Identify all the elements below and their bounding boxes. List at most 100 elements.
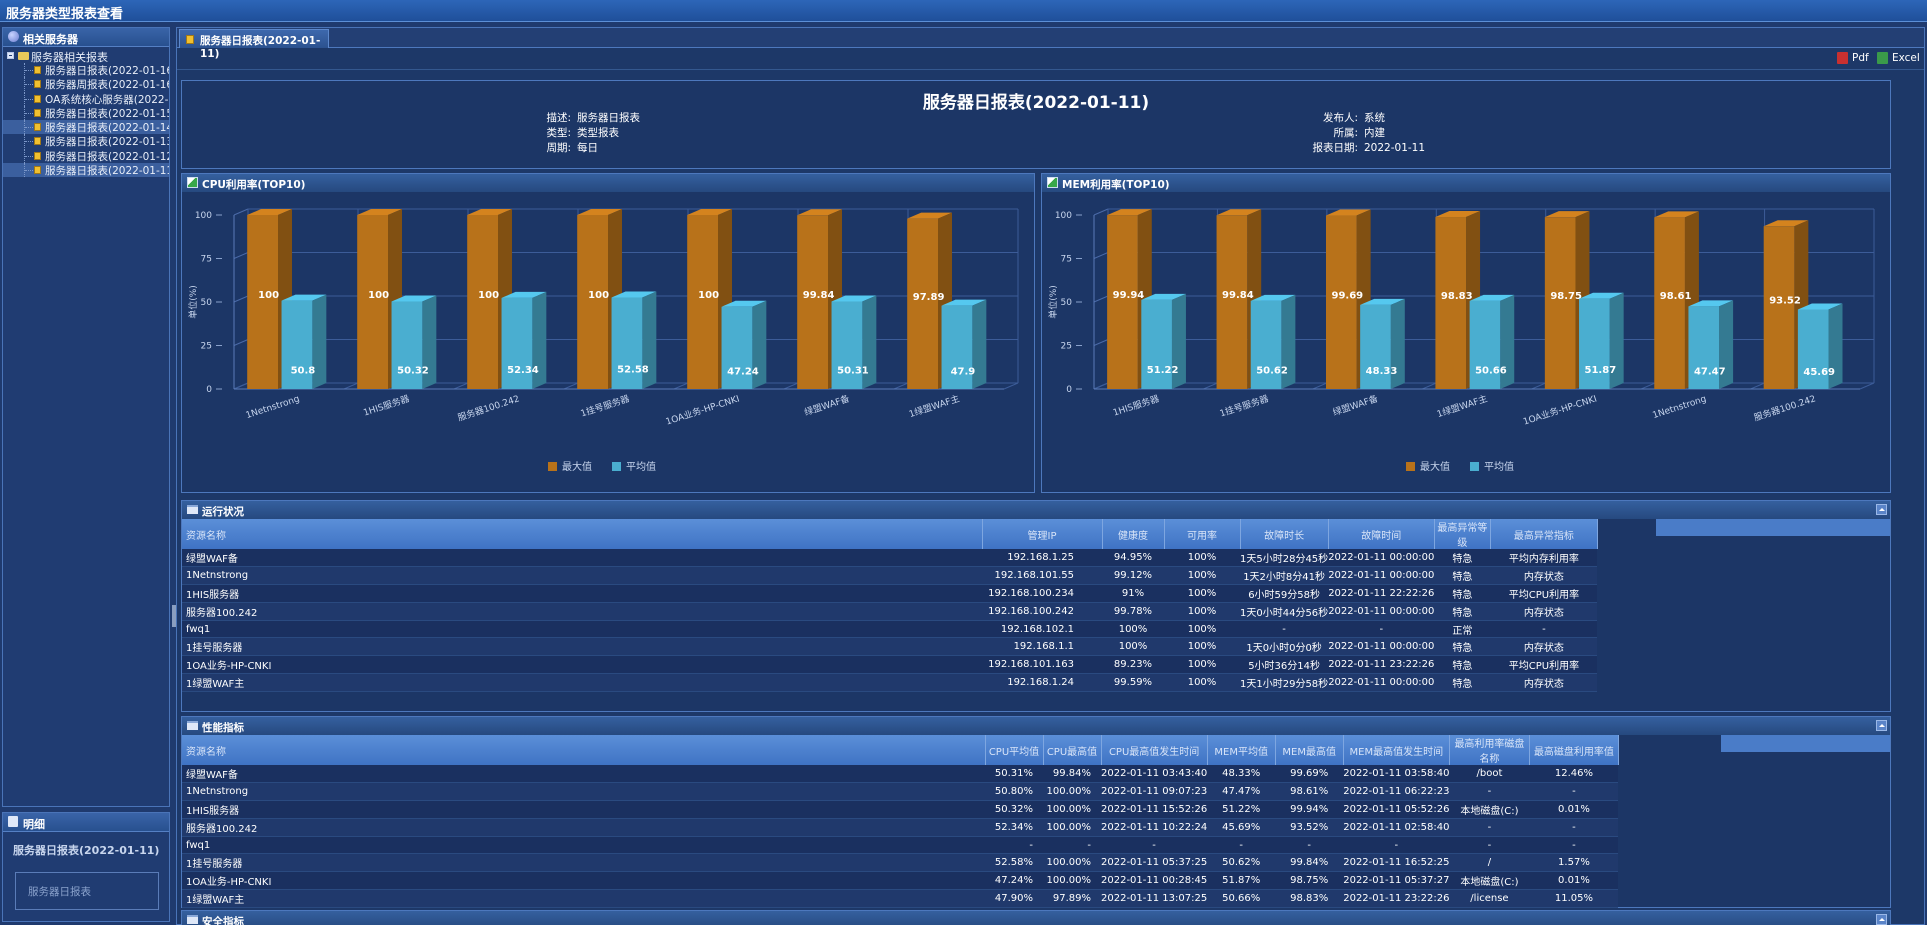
tree-item-report[interactable]: 服务器日报表(2022-01-15): [3, 105, 169, 120]
column-header[interactable]: 最高磁盘利用率值: [1529, 735, 1619, 765]
table-cell: 2022-01-11 00:00:00: [1328, 673, 1435, 692]
tree-item-report[interactable]: OA系统核心服务器(2022-01-1: [3, 91, 169, 106]
tree-item-report[interactable]: 服务器日报表(2022-01-13): [3, 134, 169, 149]
bar-front: [831, 301, 863, 389]
table-cell: 47.24%: [985, 871, 1043, 891]
perf-title: 性能指标: [202, 722, 244, 734]
table-cell: 服务器100.242: [182, 602, 982, 621]
bar-top: [721, 300, 767, 307]
bar-front: [1250, 300, 1282, 389]
run-status-title: 运行状况: [202, 506, 244, 518]
table-row[interactable]: fwq1 192.168.102.1 100% 100% - - 正常 -: [182, 620, 1598, 639]
column-header[interactable]: MEM最高值发生时间: [1343, 735, 1450, 765]
table-row[interactable]: 1绿盟WAF主 47.90% 97.89% 2022-01-11 13:07:25 50…: [182, 889, 1619, 908]
column-header[interactable]: 最高异常指标: [1490, 519, 1598, 549]
column-header[interactable]: 资源名称: [182, 519, 983, 549]
report-doc-icon: [34, 108, 41, 117]
table-cell: 48.33%: [1207, 765, 1276, 784]
table-cell: 100%: [1164, 673, 1240, 692]
table-row[interactable]: 1绿盟WAF主 192.168.1.24 99.59% 100% 1天1小时29分58秒…: [182, 673, 1598, 692]
table-cell: 特急: [1434, 566, 1491, 586]
data-label: 99.84: [1222, 290, 1254, 301]
collapse-button[interactable]: [1876, 720, 1887, 731]
legend-swatch: [1470, 462, 1479, 471]
column-header[interactable]: 故障时间: [1328, 519, 1435, 549]
bar-top: [941, 299, 987, 306]
table-cell: 2022-01-11 09:07:23: [1101, 782, 1208, 802]
collapse-button[interactable]: [1876, 504, 1887, 515]
data-label: 100: [698, 290, 719, 301]
table-row[interactable]: fwq1- - - - - - - -: [182, 836, 1619, 855]
bar-side: [1171, 293, 1186, 389]
collapse-button[interactable]: [1876, 914, 1887, 925]
bar-top: [1216, 209, 1262, 216]
tab-report[interactable]: 服务器日报表(2022-01-11): [179, 29, 329, 60]
panel-splitter-handle[interactable]: [172, 605, 176, 627]
security-section: 安全指标: [181, 910, 1891, 925]
tree-item-report[interactable]: 服务器日报表(2022-01-12): [3, 148, 169, 163]
bar-front: [1107, 215, 1138, 389]
mem-chart-panel: MEM利用率(TOP10) 0 25 50 75 100 单位(%) 99.94 51.22 1…: [1041, 173, 1891, 493]
table-row[interactable]: 服务器100.242 192.168.100.242 99.78% 100% 1天0小时…: [182, 602, 1598, 621]
table-row[interactable]: 1挂号服务器 192.168.1.1 100% 100% 1天0小时0分0秒 2022-0…: [182, 637, 1598, 657]
table-row[interactable]: 1OA业务-HP-CNKI 192.168.101.163 89.23% 100% 5小…: [182, 655, 1598, 675]
table-row[interactable]: 绿盟WAF备 50.31% 99.84% 2022-01-11 03:43:40 48.…: [182, 765, 1619, 784]
column-header[interactable]: 资源名称: [182, 735, 986, 765]
tree-item-report[interactable]: 服务器日报表(2022-01-11): [3, 163, 169, 178]
table-cell: -: [1490, 620, 1598, 639]
tree-item-label: 服务器日报表(2022-01-15): [45, 107, 169, 120]
table-cell: 192.168.100.234: [982, 584, 1102, 603]
column-header[interactable]: MEM最高值: [1275, 735, 1344, 765]
table-cell: 99.94%: [1275, 800, 1344, 819]
bar-front: [1544, 217, 1576, 389]
column-header[interactable]: 管理IP: [982, 519, 1103, 549]
table-cell: 0.01%: [1529, 871, 1619, 891]
table-row[interactable]: 1Netnstrong 192.168.101.55 99.12% 100% 1天2小时…: [182, 566, 1598, 586]
table-cell: 192.168.1.1: [982, 637, 1102, 657]
bar-side: [642, 291, 657, 389]
tree-line: [25, 155, 33, 157]
tree-item-report[interactable]: 服务器日报表(2022-01-14): [3, 120, 169, 135]
table-cell: 52.58%: [985, 853, 1043, 873]
table-row[interactable]: 1HIS服务器 50.32% 100.00% 2022-01-11 15:52:26 5…: [182, 800, 1619, 819]
column-header[interactable]: 最高利用率磁盘名称: [1449, 735, 1530, 765]
tree-item-report[interactable]: 服务器周报表(2022-01-16): [3, 77, 169, 92]
column-header[interactable]: CPU最高值: [1043, 735, 1102, 765]
column-header[interactable]: 故障时长: [1240, 519, 1329, 549]
table-row[interactable]: 1挂号服务器 52.58% 100.00% 2022-01-11 05:37:25 50…: [182, 853, 1619, 873]
tree-item-report[interactable]: 服务器日报表(2022-01-16): [3, 63, 169, 77]
column-header[interactable]: 可用率: [1164, 519, 1241, 549]
x-tick-label: 服务器100.242: [456, 392, 521, 423]
column-header[interactable]: 健康度: [1102, 519, 1165, 549]
bar-top: [797, 209, 842, 216]
table-cell: 99.84%: [1043, 765, 1101, 784]
export-excel-button[interactable]: Excel: [1877, 52, 1920, 64]
column-header[interactable]: CPU平均值: [985, 735, 1044, 765]
column-header[interactable]: MEM平均值: [1207, 735, 1276, 765]
table-cell: 5小时36分14秒: [1240, 655, 1329, 675]
table-row[interactable]: 1OA业务-HP-CNKI 47.24% 100.00% 2022-01-11 00:…: [182, 871, 1619, 891]
data-label: 50.31: [837, 365, 869, 376]
table-row[interactable]: 1Netnstrong 50.80% 100.00% 2022-01-11 09:07…: [182, 782, 1619, 802]
app-title-bar: 服务器类型报表查看: [0, 0, 1927, 22]
table-row[interactable]: 绿盟WAF备 192.168.1.25 94.95% 100% 1天5小时28分45秒 2…: [182, 549, 1598, 568]
report-doc-icon: [34, 123, 41, 132]
publisher-key: 发布人:: [1322, 112, 1358, 124]
collapse-toggle-icon[interactable]: [7, 52, 14, 59]
table-cell: 100%: [1164, 620, 1240, 639]
tree-root-node[interactable]: 服务器相关报表: [3, 49, 169, 64]
table-cell: 50.31%: [985, 765, 1043, 784]
table-cell: 绿盟WAF备: [182, 765, 985, 784]
bar-top: [907, 212, 952, 219]
column-header[interactable]: 最高异常等级: [1434, 519, 1491, 549]
type-row: 类型: 类型报表: [537, 125, 619, 140]
table-cell: 2022-01-11 00:00:00: [1328, 549, 1435, 568]
export-pdf-button[interactable]: Pdf: [1837, 52, 1869, 64]
table-row[interactable]: 1HIS服务器 192.168.100.234 91% 100% 6小时59分58秒 20…: [182, 584, 1598, 603]
table-cell: 89.23%: [1102, 655, 1164, 675]
column-header[interactable]: CPU最高值发生时间: [1101, 735, 1208, 765]
table-row[interactable]: 服务器100.242 52.34% 100.00% 2022-01-11 10:22:…: [182, 818, 1619, 837]
gridline: [1312, 382, 1328, 390]
chart-icon: [187, 177, 198, 188]
bar-front: [941, 305, 973, 389]
